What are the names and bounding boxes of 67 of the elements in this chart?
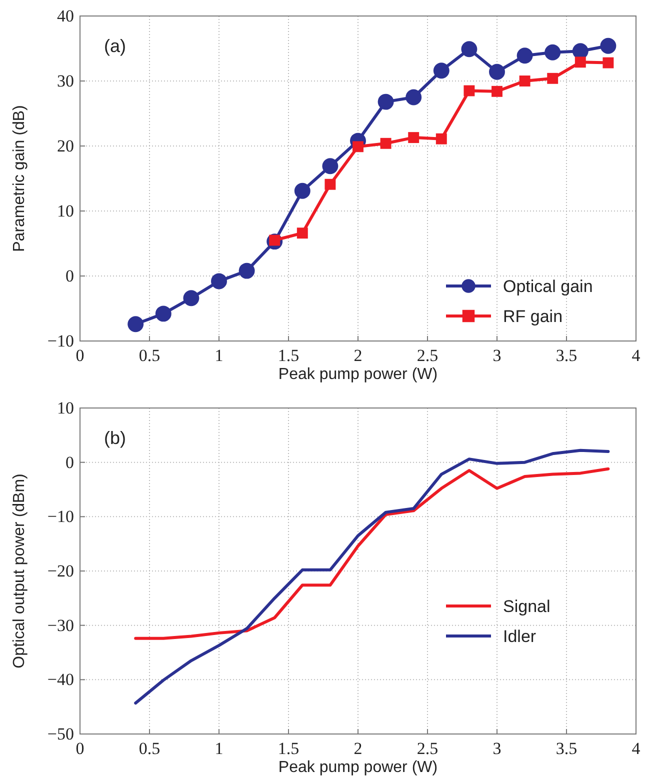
- legend-label: Optical gain: [503, 277, 593, 296]
- x-tick-label: 4: [632, 346, 641, 366]
- x-tick-label: 3.5: [556, 346, 578, 366]
- x-tick-label: 2.5: [416, 739, 438, 758]
- x-tick-label: 4: [632, 739, 641, 758]
- x-tick-label: 1: [214, 346, 224, 366]
- point: [408, 132, 420, 144]
- y-tick-label: −40: [47, 670, 74, 690]
- point: [296, 228, 308, 239]
- x-tick-label: 3: [492, 346, 502, 366]
- x-tick-label: 2: [354, 739, 362, 758]
- legend-label: RF gain: [503, 307, 563, 326]
- x-tick-label: 0.5: [138, 346, 160, 366]
- y-tick-label: 0: [66, 452, 74, 472]
- x-axis-title: Peak pump power (W): [278, 366, 438, 383]
- line-series: [134, 448, 610, 705]
- point: [489, 64, 505, 80]
- y-tick-label: −50: [47, 724, 74, 744]
- point: [324, 178, 336, 190]
- point: [600, 38, 616, 54]
- legend-label: Idler: [503, 627, 536, 646]
- x-axis-title: Peak pump power (W): [278, 759, 438, 776]
- point: [238, 262, 255, 279]
- point: [461, 41, 478, 58]
- y-tick-label: 20: [57, 136, 74, 156]
- point: [602, 57, 614, 68]
- point: [128, 316, 144, 332]
- annotation: (b): [104, 428, 126, 448]
- y-tick-label: 10: [57, 201, 74, 220]
- y-tick-label: 0: [66, 266, 74, 286]
- x-tick-label: 1: [214, 739, 224, 758]
- y-tick-label: 40: [57, 6, 74, 26]
- point: [183, 290, 200, 306]
- point: [574, 56, 586, 68]
- x-tick-label: 2.5: [416, 346, 438, 366]
- y-tick-label: 30: [57, 71, 74, 90]
- point: [406, 89, 422, 106]
- x-tick-label: 3: [492, 739, 502, 758]
- legend-label: Signal: [503, 597, 550, 616]
- point: [322, 158, 338, 174]
- x-tick-label: 0.5: [138, 739, 160, 758]
- x-tick-label: 3.5: [556, 739, 578, 758]
- point: [294, 182, 310, 199]
- annotation: (a): [104, 36, 126, 56]
- point: [380, 138, 392, 149]
- point: [492, 86, 502, 97]
- point: [519, 76, 530, 86]
- point: [516, 48, 533, 64]
- point: [547, 72, 558, 84]
- x-tick-label: 1.5: [278, 346, 300, 366]
- point: [544, 44, 561, 60]
- y-tick-label: −10: [47, 331, 74, 350]
- point: [378, 94, 394, 110]
- y-tick-label: 10: [57, 398, 74, 418]
- x-tick-label: 1.5: [278, 739, 300, 758]
- x-tick-label: 2: [354, 346, 362, 366]
- y-axis-title: Parametric gain (dB): [11, 105, 28, 252]
- point: [436, 133, 447, 144]
- y-tick-label: −30: [47, 616, 74, 635]
- point: [211, 273, 227, 290]
- point: [155, 306, 172, 322]
- point: [464, 85, 475, 96]
- point: [352, 141, 364, 152]
- point: [433, 62, 450, 79]
- y-tick-label: −20: [47, 561, 74, 580]
- y-tick-label: −10: [47, 507, 74, 526]
- y-axis-title: Optical output power (dBm): [11, 474, 28, 668]
